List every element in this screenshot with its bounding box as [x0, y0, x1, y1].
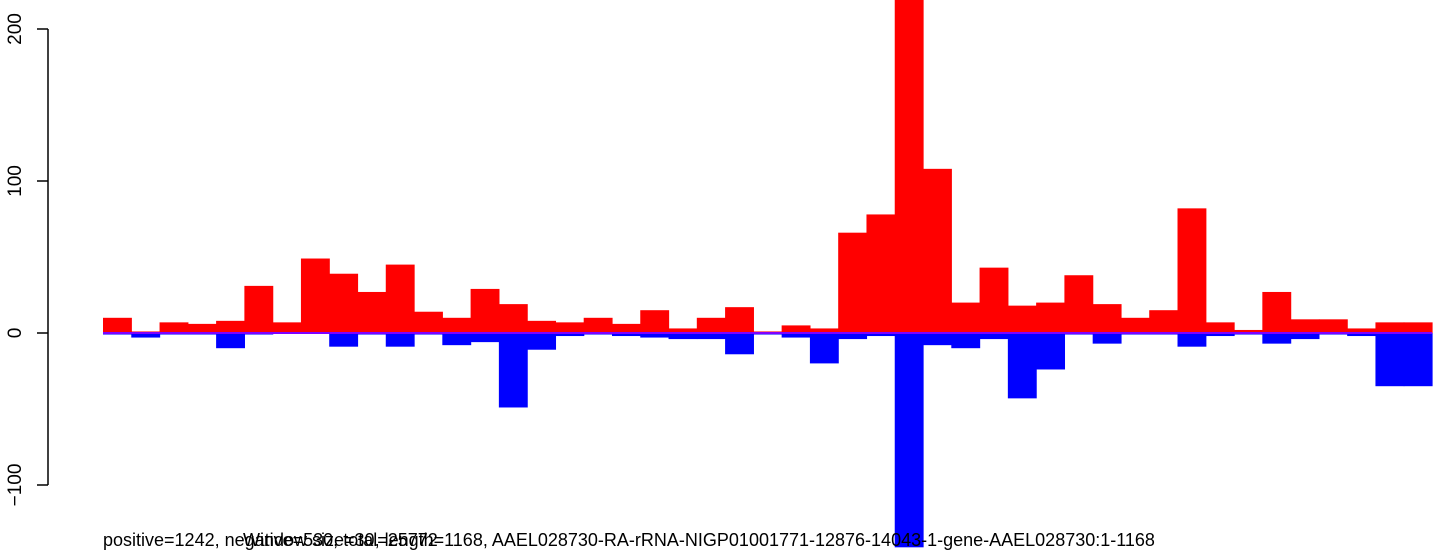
caption-stats: positive=1242, negative=530, total=25772 — [103, 530, 438, 550]
caption-window: Window size=30, length=1168, AAEL028730-… — [243, 530, 1155, 550]
positive-bar — [781, 325, 811, 333]
positive-bar — [527, 320, 557, 333]
negative-bar — [555, 333, 585, 337]
positive-bar — [725, 307, 754, 333]
positive-bar — [300, 258, 330, 333]
positive-bar — [498, 304, 528, 333]
positive-bar — [414, 311, 443, 333]
negative-bar — [951, 333, 981, 349]
positive-bar — [1120, 317, 1150, 333]
positive-bar — [1177, 208, 1207, 333]
negative-bar — [781, 333, 811, 338]
positive-bar — [1205, 322, 1235, 333]
positive-bar — [244, 285, 274, 333]
positive-bar — [611, 323, 641, 333]
negative-bar — [894, 333, 924, 548]
y-axis: −100 0 100 200 — [5, 13, 49, 507]
positive-bar — [1036, 302, 1066, 333]
negative-bar — [442, 333, 472, 346]
positive-bar — [103, 317, 132, 333]
negative-bars — [103, 333, 1433, 548]
positive-bar — [866, 214, 896, 333]
positive-bar — [838, 232, 868, 333]
negative-bar — [809, 333, 839, 364]
negative-bar — [1092, 333, 1122, 344]
positive-bar — [1262, 291, 1292, 333]
negative-bar — [527, 333, 557, 350]
positive-bar — [951, 302, 981, 333]
positive-bar — [1092, 304, 1122, 333]
y-tick-label: 200 — [5, 13, 26, 45]
negative-bar — [216, 333, 245, 349]
negative-bar — [470, 333, 500, 343]
y-tick-label: 0 — [5, 328, 26, 339]
positive-bar — [640, 310, 670, 333]
negative-bar — [979, 333, 1009, 340]
negative-bar — [640, 333, 670, 338]
positive-bar — [668, 328, 698, 333]
positive-bar — [1403, 322, 1433, 333]
negative-bar — [866, 333, 896, 337]
y-tick-label: 100 — [5, 165, 26, 197]
positive-bar — [979, 267, 1009, 333]
positive-bar — [1347, 328, 1377, 333]
negative-bar — [1177, 333, 1207, 347]
negative-bar — [1262, 333, 1292, 344]
negative-bar — [1375, 333, 1405, 387]
positive-bar — [357, 291, 387, 333]
negative-bar — [1036, 333, 1066, 370]
positive-bar — [1007, 305, 1037, 333]
positive-bars — [103, 0, 1433, 333]
positive-bar — [329, 273, 359, 333]
positive-bar — [1375, 322, 1405, 333]
negative-bar — [385, 333, 415, 347]
negative-bar — [668, 333, 698, 340]
positive-bar — [1149, 310, 1179, 333]
positive-bar — [470, 288, 500, 333]
positive-bar — [923, 168, 952, 333]
negative-bar — [696, 333, 726, 340]
positive-bar — [272, 322, 302, 333]
positive-bar — [1234, 329, 1263, 333]
positive-bar — [159, 322, 189, 333]
negative-bar — [1290, 333, 1320, 340]
negative-bar — [838, 333, 868, 340]
positive-bar — [385, 264, 415, 333]
positive-bar — [1318, 319, 1348, 333]
positive-bar — [696, 317, 726, 333]
negative-bar — [923, 333, 952, 346]
negative-bar — [1347, 333, 1377, 337]
positive-bar — [1290, 319, 1320, 333]
negative-bar — [1007, 333, 1037, 399]
negative-bar — [611, 333, 641, 337]
positive-bar — [187, 323, 217, 333]
positive-bar — [809, 328, 839, 333]
negative-bar — [498, 333, 528, 408]
positive-bar — [894, 0, 924, 333]
positive-bar — [442, 317, 472, 333]
positive-bar — [583, 317, 613, 333]
positive-bar — [1064, 275, 1094, 333]
negative-bar — [131, 333, 161, 338]
negative-bar — [1205, 333, 1235, 337]
negative-bar — [329, 333, 359, 347]
positive-bar — [216, 320, 245, 333]
y-tick-label: −100 — [5, 464, 26, 507]
negative-bar — [725, 333, 754, 355]
negative-bar — [1403, 333, 1433, 387]
positive-bar — [555, 322, 585, 333]
